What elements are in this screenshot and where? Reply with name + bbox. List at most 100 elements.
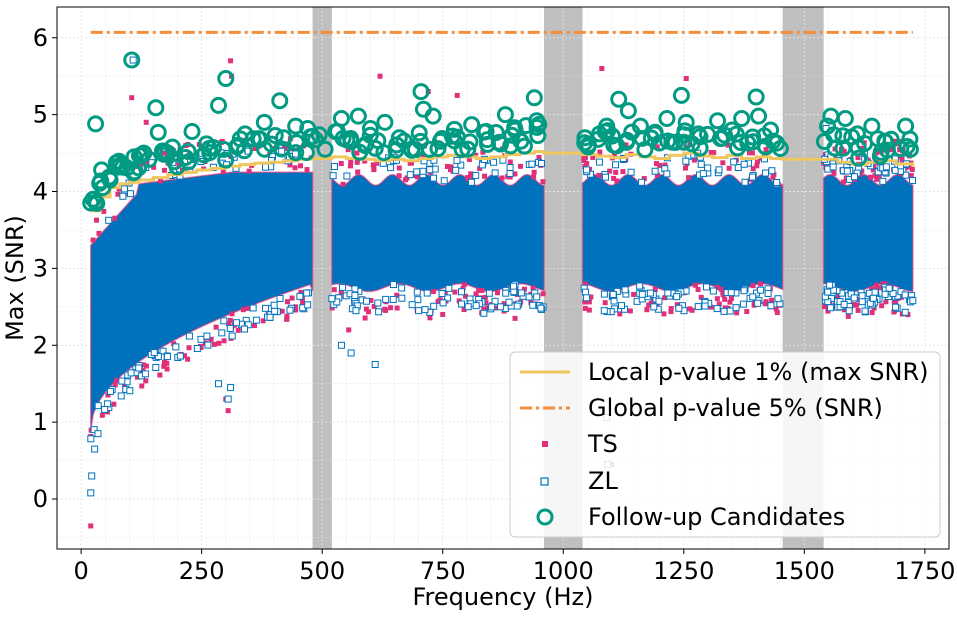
ts-point-319 <box>614 178 620 184</box>
zl-point-69 <box>220 317 228 325</box>
candidate-band-point-41-2 <box>675 126 693 144</box>
ts-point-284 <box>582 281 588 287</box>
ts-point-202 <box>436 298 442 304</box>
x-tick-label-250: 250 <box>179 557 225 585</box>
zl-point-319 <box>741 178 749 186</box>
zl-point-305 <box>748 173 756 181</box>
zl-point-177 <box>488 303 496 311</box>
candidate-band-point-51-1 <box>850 149 868 167</box>
legend-global-text: Global p-value 5% (SNR) <box>588 394 883 422</box>
zl-point-213 <box>537 160 545 168</box>
candidate-band-point-19-2 <box>338 131 356 149</box>
ts-point-338 <box>714 284 720 290</box>
ts-point-199 <box>394 292 400 298</box>
legend-zl-marker <box>540 477 549 486</box>
y-tick-label-0: 0 <box>33 485 48 513</box>
ts-point-336 <box>623 142 629 148</box>
zl-point-169 <box>457 288 465 296</box>
ts-point-300 <box>725 142 731 148</box>
ts-point-269 <box>716 301 722 307</box>
candidate-point-13 <box>210 96 228 114</box>
ts-point-225 <box>368 297 374 303</box>
ts-point-150 <box>383 307 389 313</box>
ts-point-149 <box>396 165 402 171</box>
ts-point-251 <box>582 299 588 305</box>
ts-point-238 <box>481 306 487 312</box>
ts-point-488 <box>346 327 352 333</box>
ts-point-93 <box>304 167 310 173</box>
zl-point-368 <box>889 289 897 297</box>
zl-point-166 <box>517 289 525 297</box>
candidate-point-61 <box>901 140 919 158</box>
zl-point-102 <box>119 192 127 200</box>
ts-point-182 <box>540 179 546 185</box>
zl-point-447 <box>227 384 235 392</box>
zl-point-240 <box>726 307 734 315</box>
candidate-point-14 <box>217 69 235 87</box>
zl-point-448 <box>337 341 345 349</box>
ts-point-410 <box>870 167 876 173</box>
candidate-band-point-0-2 <box>87 193 105 211</box>
ts-point-298 <box>674 302 680 308</box>
ts-point-214 <box>387 305 393 311</box>
ts-point-289 <box>751 302 757 308</box>
ts-point-296 <box>769 297 775 303</box>
zl-point-14 <box>127 369 135 377</box>
candidate-band-point-31-2 <box>512 132 530 150</box>
zl-point-157 <box>445 284 453 292</box>
ts-point-405 <box>883 299 889 305</box>
candidate-band-point-39-2 <box>646 123 664 141</box>
candidate-band-point-32-2 <box>530 115 548 133</box>
ts-point-9 <box>216 340 222 346</box>
zl-point-286 <box>701 302 709 310</box>
candidate-band-point-17-2 <box>316 140 334 158</box>
zl-point-100 <box>120 185 128 193</box>
ts-point-248 <box>718 286 724 292</box>
ts-point-103 <box>270 146 276 152</box>
ts-point-322 <box>754 158 760 164</box>
zl-point-389 <box>861 307 869 315</box>
candidate-band-point-54-0 <box>901 130 919 148</box>
zl-point-62 <box>176 352 184 360</box>
zl-point-58 <box>141 370 149 378</box>
zl-point-196 <box>419 167 427 175</box>
zl-point-446 <box>224 395 232 403</box>
ts-point-105 <box>292 165 298 171</box>
ts-point-437 <box>909 166 915 172</box>
ts-point-46 <box>112 382 118 388</box>
ts-point-324 <box>770 174 776 180</box>
candidate-band-point-14-1 <box>262 135 280 153</box>
zl-point-449 <box>347 349 355 357</box>
zl-point-239 <box>767 302 775 310</box>
ts-point-99 <box>186 345 192 351</box>
ts-point-95 <box>251 323 257 329</box>
zl-point-458 <box>909 297 917 305</box>
zl-point-280 <box>638 290 646 298</box>
ts-point-55 <box>157 372 163 378</box>
zl-point-148 <box>529 301 537 309</box>
ts-point-244 <box>627 308 633 314</box>
zl-point-264 <box>740 287 748 295</box>
ts-point-290 <box>747 150 753 156</box>
zl-point-316 <box>682 157 690 165</box>
ts-point-63 <box>94 217 100 223</box>
zl-point-370 <box>901 291 909 299</box>
candidate-point-16 <box>255 113 273 131</box>
zl-point-184 <box>329 172 337 180</box>
y-tick-label-1: 1 <box>33 408 48 436</box>
ts-point-262 <box>617 311 623 317</box>
zl-point-134 <box>382 295 390 303</box>
y-tick-label-3: 3 <box>33 254 48 282</box>
y-tick-label-2: 2 <box>33 331 48 359</box>
legend: Local p-value 1% (max SNR) Global p-valu… <box>509 351 941 538</box>
ts-point-97 <box>111 401 117 407</box>
candidate-band-point-15-2 <box>287 144 305 162</box>
zl-point-212 <box>452 166 460 174</box>
ts-point-219 <box>362 315 368 321</box>
candidate-point-29 <box>424 107 442 125</box>
ts-point-327 <box>728 296 734 302</box>
ts-point-29 <box>105 392 111 398</box>
zl-point-141 <box>480 309 488 317</box>
ts-point-117 <box>227 317 233 323</box>
ts-point-346 <box>662 295 668 301</box>
